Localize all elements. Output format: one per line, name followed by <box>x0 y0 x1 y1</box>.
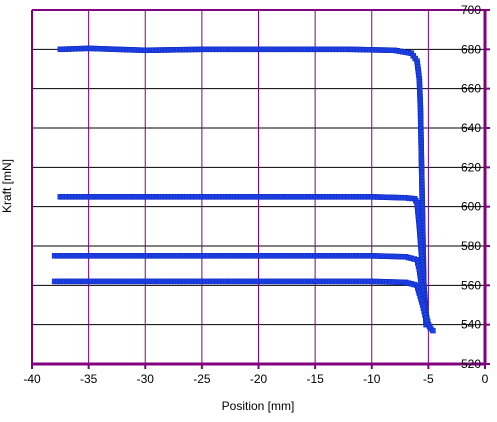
grid <box>32 10 485 364</box>
data-point <box>430 327 436 334</box>
x-tick-label: -5 <box>423 372 434 386</box>
x-tick-label: -15 <box>306 372 324 386</box>
y-tick-label: 600 <box>461 200 481 214</box>
series-layer <box>51 45 436 334</box>
y-tick-label: 680 <box>461 42 481 56</box>
x-tick-label: -40 <box>23 372 41 386</box>
x-tick-label: -35 <box>80 372 98 386</box>
x-tick-label: -20 <box>250 372 268 386</box>
x-tick-label: -30 <box>137 372 155 386</box>
y-axis-label: Kraft [mN] <box>0 159 14 213</box>
y-tick-label: 580 <box>461 239 481 253</box>
axes <box>31 9 490 369</box>
series-3 <box>51 253 432 328</box>
series-line <box>54 254 430 326</box>
y-tick-label: 660 <box>461 82 481 96</box>
y-tick-label: 540 <box>461 318 481 332</box>
x-tick-label: -10 <box>363 372 381 386</box>
y-tick-label: 560 <box>461 278 481 292</box>
y-tick-label: 620 <box>461 160 481 174</box>
series-2 <box>57 194 429 318</box>
series-4 <box>51 278 436 334</box>
y-tick-label: 700 <box>461 3 481 17</box>
tick-labels: 520 540 560 580 600 620 640 660 680 700 -40 -35 -30 -… <box>23 3 488 386</box>
y-tick-label: 640 <box>461 121 481 135</box>
x-tick-label: -25 <box>193 372 211 386</box>
y-tick-label: 520 <box>461 357 481 371</box>
series-1 <box>57 45 429 328</box>
x-axis-label: Position [mm] <box>222 399 295 413</box>
series-line <box>54 279 434 332</box>
x-tick-label: 0 <box>482 372 489 386</box>
